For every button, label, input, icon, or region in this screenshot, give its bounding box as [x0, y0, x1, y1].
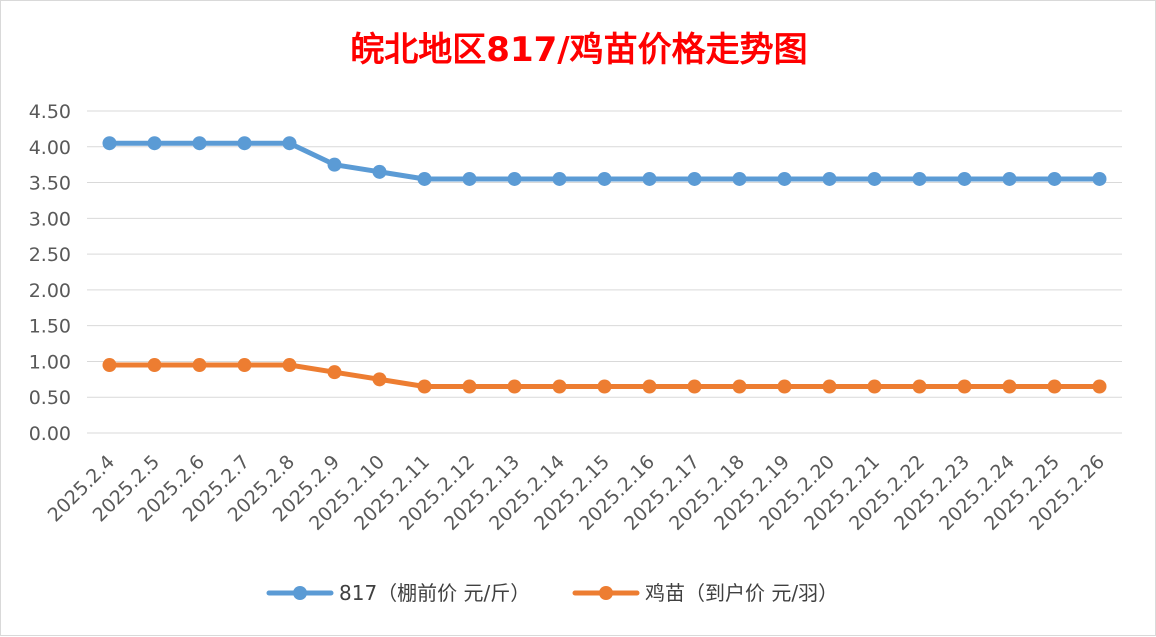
data-point: [867, 379, 882, 394]
data-point: [957, 171, 972, 186]
y-tick-label: 0.50: [29, 387, 71, 409]
y-tick-label: 4.00: [29, 137, 71, 159]
data-point: [912, 171, 927, 186]
data-point: [822, 171, 837, 186]
data-point: [597, 171, 612, 186]
data-point: [777, 171, 792, 186]
legend-label: 817（棚前价 元/斤）: [339, 581, 530, 605]
data-point: [642, 379, 657, 394]
data-point: [552, 171, 567, 186]
legend-marker: [599, 586, 613, 600]
legend: 817（棚前价 元/斤） 鸡苗（到户价 元/羽）: [266, 581, 838, 605]
data-point: [282, 358, 297, 373]
y-tick-label: 1.50: [29, 316, 71, 338]
data-point: [1092, 171, 1107, 186]
y-tick-label: 2.50: [29, 244, 71, 266]
data-point: [507, 379, 522, 394]
legend-marker: [293, 586, 307, 600]
data-point: [282, 136, 297, 151]
data-point: [1092, 379, 1107, 394]
data-point: [462, 379, 477, 394]
data-point: [417, 379, 432, 394]
series-layer: [102, 136, 1107, 394]
data-point: [1002, 171, 1017, 186]
data-point: [192, 136, 207, 151]
data-point: [192, 358, 207, 373]
y-tick-label: 3.00: [29, 208, 71, 230]
data-point: [822, 379, 837, 394]
data-point: [372, 164, 387, 179]
data-point: [777, 379, 792, 394]
data-point: [507, 171, 522, 186]
gridlines: [87, 110, 1122, 434]
data-point: [1047, 379, 1062, 394]
data-point: [732, 379, 747, 394]
data-point: [867, 171, 882, 186]
data-point: [552, 379, 567, 394]
data-point: [147, 136, 162, 151]
data-point: [327, 365, 342, 380]
data-point: [732, 171, 747, 186]
data-point: [1002, 379, 1017, 394]
legend-label: 鸡苗（到户价 元/羽）: [645, 581, 838, 605]
data-point: [372, 372, 387, 387]
y-tick-label: 1.00: [29, 351, 71, 373]
series-1: [102, 136, 1107, 186]
y-tick-label: 4.50: [29, 101, 71, 123]
data-point: [417, 171, 432, 186]
y-tick-label: 3.50: [29, 173, 71, 195]
data-point: [687, 379, 702, 394]
data-point: [462, 171, 477, 186]
data-point: [597, 379, 612, 394]
data-point: [642, 171, 657, 186]
chart-title: 皖北地区817/鸡苗价格走势图: [350, 30, 807, 70]
y-tick-label: 2.00: [29, 280, 71, 302]
data-point: [237, 136, 252, 151]
y-axis-ticks: 0.00 0.50 1.00 1.50 2.00 2.50 3.00 3.50 4.00 4.50: [29, 101, 71, 445]
data-point: [327, 157, 342, 172]
x-axis-ticks: 2025.2.42025.2.52025.2.62025.2.72025.2.8…: [44, 451, 1109, 535]
data-point: [687, 171, 702, 186]
data-point: [957, 379, 972, 394]
series-2: [102, 358, 1107, 394]
data-point: [102, 136, 117, 151]
y-tick-label: 0.00: [29, 423, 71, 445]
data-point: [147, 358, 162, 373]
data-point: [237, 358, 252, 373]
data-point: [102, 358, 117, 373]
data-point: [1047, 171, 1062, 186]
data-point: [912, 379, 927, 394]
